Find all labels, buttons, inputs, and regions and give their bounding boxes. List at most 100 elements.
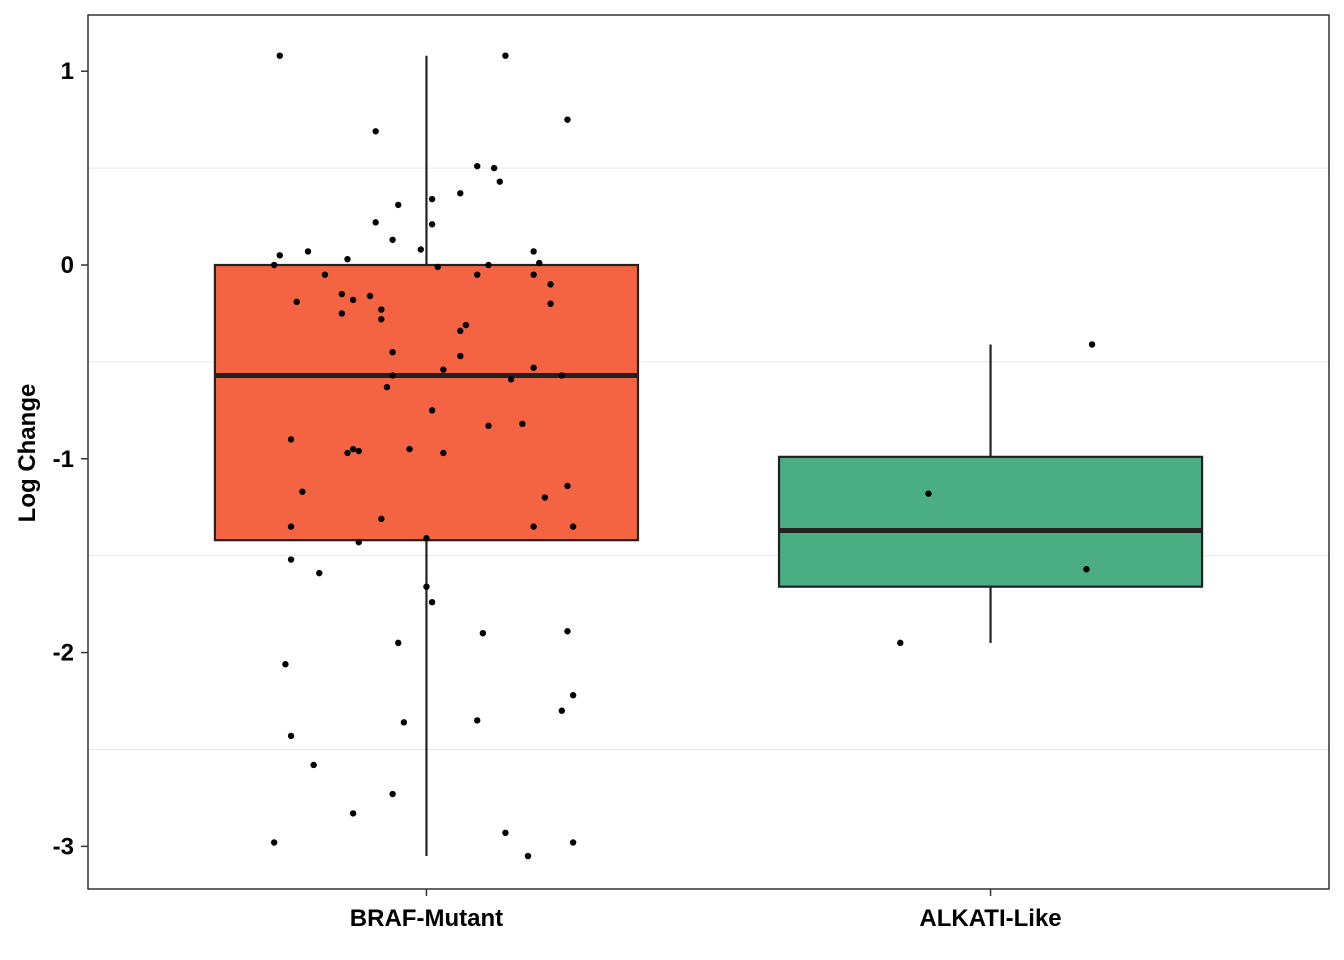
data-point xyxy=(349,296,357,304)
data-point xyxy=(564,116,571,123)
data-point xyxy=(344,449,351,457)
data-point xyxy=(569,523,577,530)
data-point xyxy=(440,449,447,457)
data-point xyxy=(276,252,283,259)
data-point xyxy=(536,259,543,267)
data-point xyxy=(474,271,481,278)
data-point xyxy=(474,162,481,170)
data-point xyxy=(338,290,346,298)
data-point xyxy=(428,195,436,203)
data-point xyxy=(530,364,537,371)
data-point xyxy=(395,639,402,647)
data-point xyxy=(423,535,430,542)
data-point xyxy=(287,436,295,443)
data-point xyxy=(485,261,492,269)
data-point xyxy=(434,263,441,271)
data-points xyxy=(270,52,1096,860)
data-point xyxy=(1088,341,1096,348)
data-point xyxy=(417,246,425,253)
data-point xyxy=(530,248,537,255)
data-point xyxy=(270,261,278,269)
data-point xyxy=(355,447,362,455)
data-point xyxy=(293,298,300,306)
data-point xyxy=(474,717,481,724)
data-point xyxy=(530,271,537,278)
y-tick-label: 1 xyxy=(61,58,74,85)
data-point xyxy=(299,488,306,495)
data-point xyxy=(366,292,374,300)
y-tick-label: -2 xyxy=(53,640,74,667)
data-point xyxy=(378,306,385,313)
data-point xyxy=(372,128,379,135)
data-point xyxy=(395,201,402,209)
box-body xyxy=(213,263,640,542)
data-point xyxy=(349,810,357,817)
data-point xyxy=(530,523,537,530)
data-point xyxy=(547,300,554,307)
data-point xyxy=(524,852,532,860)
y-tick-label: -3 xyxy=(53,833,74,860)
data-point xyxy=(389,790,396,798)
data-point xyxy=(496,178,503,185)
data-point xyxy=(355,538,362,546)
data-point xyxy=(897,639,904,647)
data-point xyxy=(925,490,932,497)
data-point xyxy=(507,376,515,383)
data-point xyxy=(479,629,487,637)
data-point xyxy=(316,569,323,577)
box-alkati-like xyxy=(777,344,1204,643)
y-tick-label: -1 xyxy=(53,446,74,473)
data-point xyxy=(558,372,566,379)
data-point xyxy=(457,352,464,360)
data-point xyxy=(457,327,464,335)
x-tick-label: ALKATI-Like xyxy=(919,905,1061,932)
data-point xyxy=(383,383,391,391)
box-braf-mutant xyxy=(213,55,640,857)
data-point xyxy=(502,829,509,837)
data-point xyxy=(547,281,554,288)
data-point xyxy=(564,628,571,635)
data-point xyxy=(428,407,436,414)
data-point xyxy=(310,761,317,769)
x-axis: BRAF-Mutant ALKATI-Like xyxy=(350,889,1062,932)
data-point xyxy=(389,348,396,356)
data-point xyxy=(569,839,577,846)
data-point xyxy=(406,445,413,453)
data-point xyxy=(457,190,464,197)
y-axis: 1 0 -1 -2 -3 xyxy=(53,58,88,860)
data-point xyxy=(338,310,346,317)
data-point xyxy=(423,583,430,590)
data-point xyxy=(428,598,436,606)
y-tick-label: 0 xyxy=(61,252,74,279)
data-point xyxy=(344,255,351,263)
boxes xyxy=(213,55,1204,857)
data-point xyxy=(490,164,498,172)
data-point xyxy=(372,219,379,226)
data-point xyxy=(558,707,566,714)
data-point xyxy=(485,422,492,430)
data-point xyxy=(428,221,436,228)
y-axis-title: Log Change xyxy=(14,384,41,523)
data-point xyxy=(541,494,549,501)
data-point xyxy=(276,52,283,59)
data-point xyxy=(287,523,295,530)
box-body xyxy=(777,455,1204,588)
data-point xyxy=(502,52,509,59)
plot-panel-border xyxy=(87,14,1330,890)
data-point xyxy=(440,366,447,373)
data-point xyxy=(569,692,577,699)
x-tick-label: BRAF-Mutant xyxy=(350,905,503,932)
data-point xyxy=(1083,566,1090,573)
data-point xyxy=(389,236,396,243)
data-point xyxy=(564,482,571,490)
data-point xyxy=(304,248,312,255)
data-point xyxy=(378,515,385,523)
data-point xyxy=(389,372,396,379)
data-point xyxy=(400,719,408,726)
data-point xyxy=(282,661,289,668)
data-point xyxy=(378,316,385,323)
data-point xyxy=(519,420,526,428)
data-point xyxy=(270,839,278,846)
data-point xyxy=(287,732,295,740)
